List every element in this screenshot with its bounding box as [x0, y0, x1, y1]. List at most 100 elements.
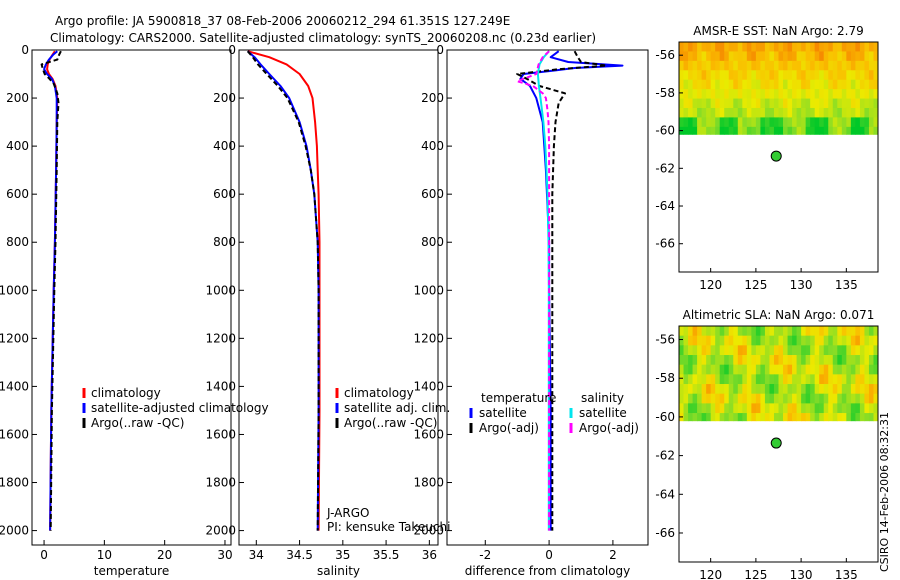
sla-map-cell — [841, 393, 847, 404]
sla-map-cell — [724, 355, 730, 366]
sla-map-cell — [697, 335, 703, 346]
sla-map-cell — [724, 393, 730, 404]
sst-map-cell — [796, 51, 802, 62]
sla-map-cell — [841, 355, 847, 366]
sla-map-cell — [850, 393, 856, 404]
sla-map-cell — [769, 355, 775, 366]
sla-map-cell — [868, 413, 874, 422]
sst-map-cell — [751, 51, 757, 62]
sla-map-cell — [692, 364, 698, 375]
sla-map-cell — [814, 393, 820, 404]
sla-map-cell — [706, 374, 712, 385]
sla-map-cell — [837, 393, 843, 404]
sla-map-cell — [796, 326, 802, 337]
salinity-ytick-label-10: 2000 — [205, 524, 236, 538]
sst-map-cell — [841, 51, 847, 62]
sst-map-cell — [832, 117, 838, 128]
sla-map-cell — [819, 384, 825, 395]
sst-map-cell — [787, 117, 793, 128]
sst-map-cell — [755, 126, 761, 135]
sla-map-cell — [819, 403, 825, 414]
sla-map-cell — [728, 364, 734, 375]
sst-map-cell — [688, 89, 693, 99]
sla-map-cell — [828, 355, 834, 366]
sla-map-cell — [733, 345, 739, 356]
sla-map-cell — [773, 364, 779, 375]
sla-map-cell — [697, 413, 703, 422]
sst-map-cell — [837, 42, 843, 52]
sst-map-xtick-label-3: 135 — [835, 278, 858, 292]
sst-map-cell — [828, 42, 834, 52]
sla-map-cell — [855, 355, 861, 366]
sst-map-cell — [688, 117, 693, 128]
sst-map-cell — [850, 42, 856, 52]
temperature-ytick-label-2: 400 — [6, 139, 29, 153]
sla-map-cell — [796, 403, 802, 414]
sla-map-cell — [778, 384, 784, 395]
difference-legend-entry-3: Argo(-adj) — [579, 421, 639, 435]
sla-map-cell — [841, 403, 847, 414]
sst-map-cell — [814, 60, 820, 71]
sst-map-cell — [792, 42, 797, 52]
sst-map-cell — [724, 126, 730, 135]
difference-series-3 — [516, 50, 551, 531]
sla-map-cell — [778, 326, 784, 337]
temperature-xtick-label-1: 10 — [97, 548, 112, 562]
temperature-panel: 0 10 20 30 0 200 400 600 800 1000 1200 1400 1600 1800… — [0, 43, 269, 578]
sla-map-cell — [688, 403, 693, 414]
sla-map-cell — [873, 326, 879, 337]
sst-map-cell — [692, 98, 698, 109]
sla-map-cell — [850, 374, 856, 385]
sla-map-cell — [792, 413, 797, 422]
sst-map-cell — [828, 51, 834, 62]
sla-map-cell — [733, 403, 739, 414]
sst-map-cell — [873, 42, 879, 52]
sla-map-cell — [837, 335, 843, 346]
sst-map-cell — [850, 126, 856, 135]
sst-map-cell — [751, 89, 757, 99]
sla-map-cell — [769, 403, 775, 414]
sla-map-cell — [683, 374, 689, 385]
sst-map-cell — [859, 98, 865, 109]
sla-map-cell — [742, 384, 748, 395]
salinity-series-group — [246, 50, 321, 531]
sst-map-cell — [873, 60, 879, 71]
sla-map-cell — [801, 403, 807, 414]
sla-map-cell — [783, 326, 788, 337]
sla-map-cell — [719, 326, 725, 337]
sst-map-cell — [819, 107, 825, 118]
sst-map-cell — [773, 98, 779, 109]
sst-map-cell — [792, 117, 797, 128]
sla-map-cell — [828, 384, 834, 395]
sst-map-cell — [679, 70, 684, 81]
temperature-ytick-label-8: 1600 — [0, 427, 29, 441]
sst-map-cell — [683, 98, 689, 109]
sst-map-cell — [751, 42, 757, 52]
sla-map-cell — [724, 364, 730, 375]
sst-map-cell — [706, 70, 712, 81]
temperature-series-group — [40, 50, 62, 531]
sst-map-cell — [783, 117, 788, 128]
difference-panel: -2 0 2 0 200 400 600 800 1000 1200 1400 1600 1800 200… — [413, 43, 649, 578]
sla-map-cell — [796, 393, 802, 404]
sla-map-cell — [715, 413, 721, 422]
sst-map-cell — [692, 70, 698, 81]
salinity-annotation-1: PI: kensuke Takeuchi — [327, 520, 450, 534]
sst-map-cell — [760, 117, 766, 128]
sla-map-cell — [724, 403, 730, 414]
sla-map-cell — [710, 413, 716, 422]
sla-map-cell — [841, 374, 847, 385]
sst-map-cell — [742, 70, 748, 81]
sla-map-float-marker — [770, 437, 782, 449]
sst-map-cell — [742, 89, 748, 99]
sla-map-cell — [773, 335, 779, 346]
sst-map-cell — [692, 126, 698, 135]
sst-map-cell — [846, 60, 852, 71]
sla-map-cell — [742, 355, 748, 366]
sst-map-cell — [715, 60, 721, 71]
chart-panels: 0 10 20 30020040060080010001200140016001800… — [0, 24, 879, 580]
sst-map-cell — [728, 70, 734, 81]
sst-map-cell — [783, 51, 788, 62]
salinity-xtick-label-3: 35.5 — [373, 548, 400, 562]
sst-map-cell — [706, 107, 712, 118]
